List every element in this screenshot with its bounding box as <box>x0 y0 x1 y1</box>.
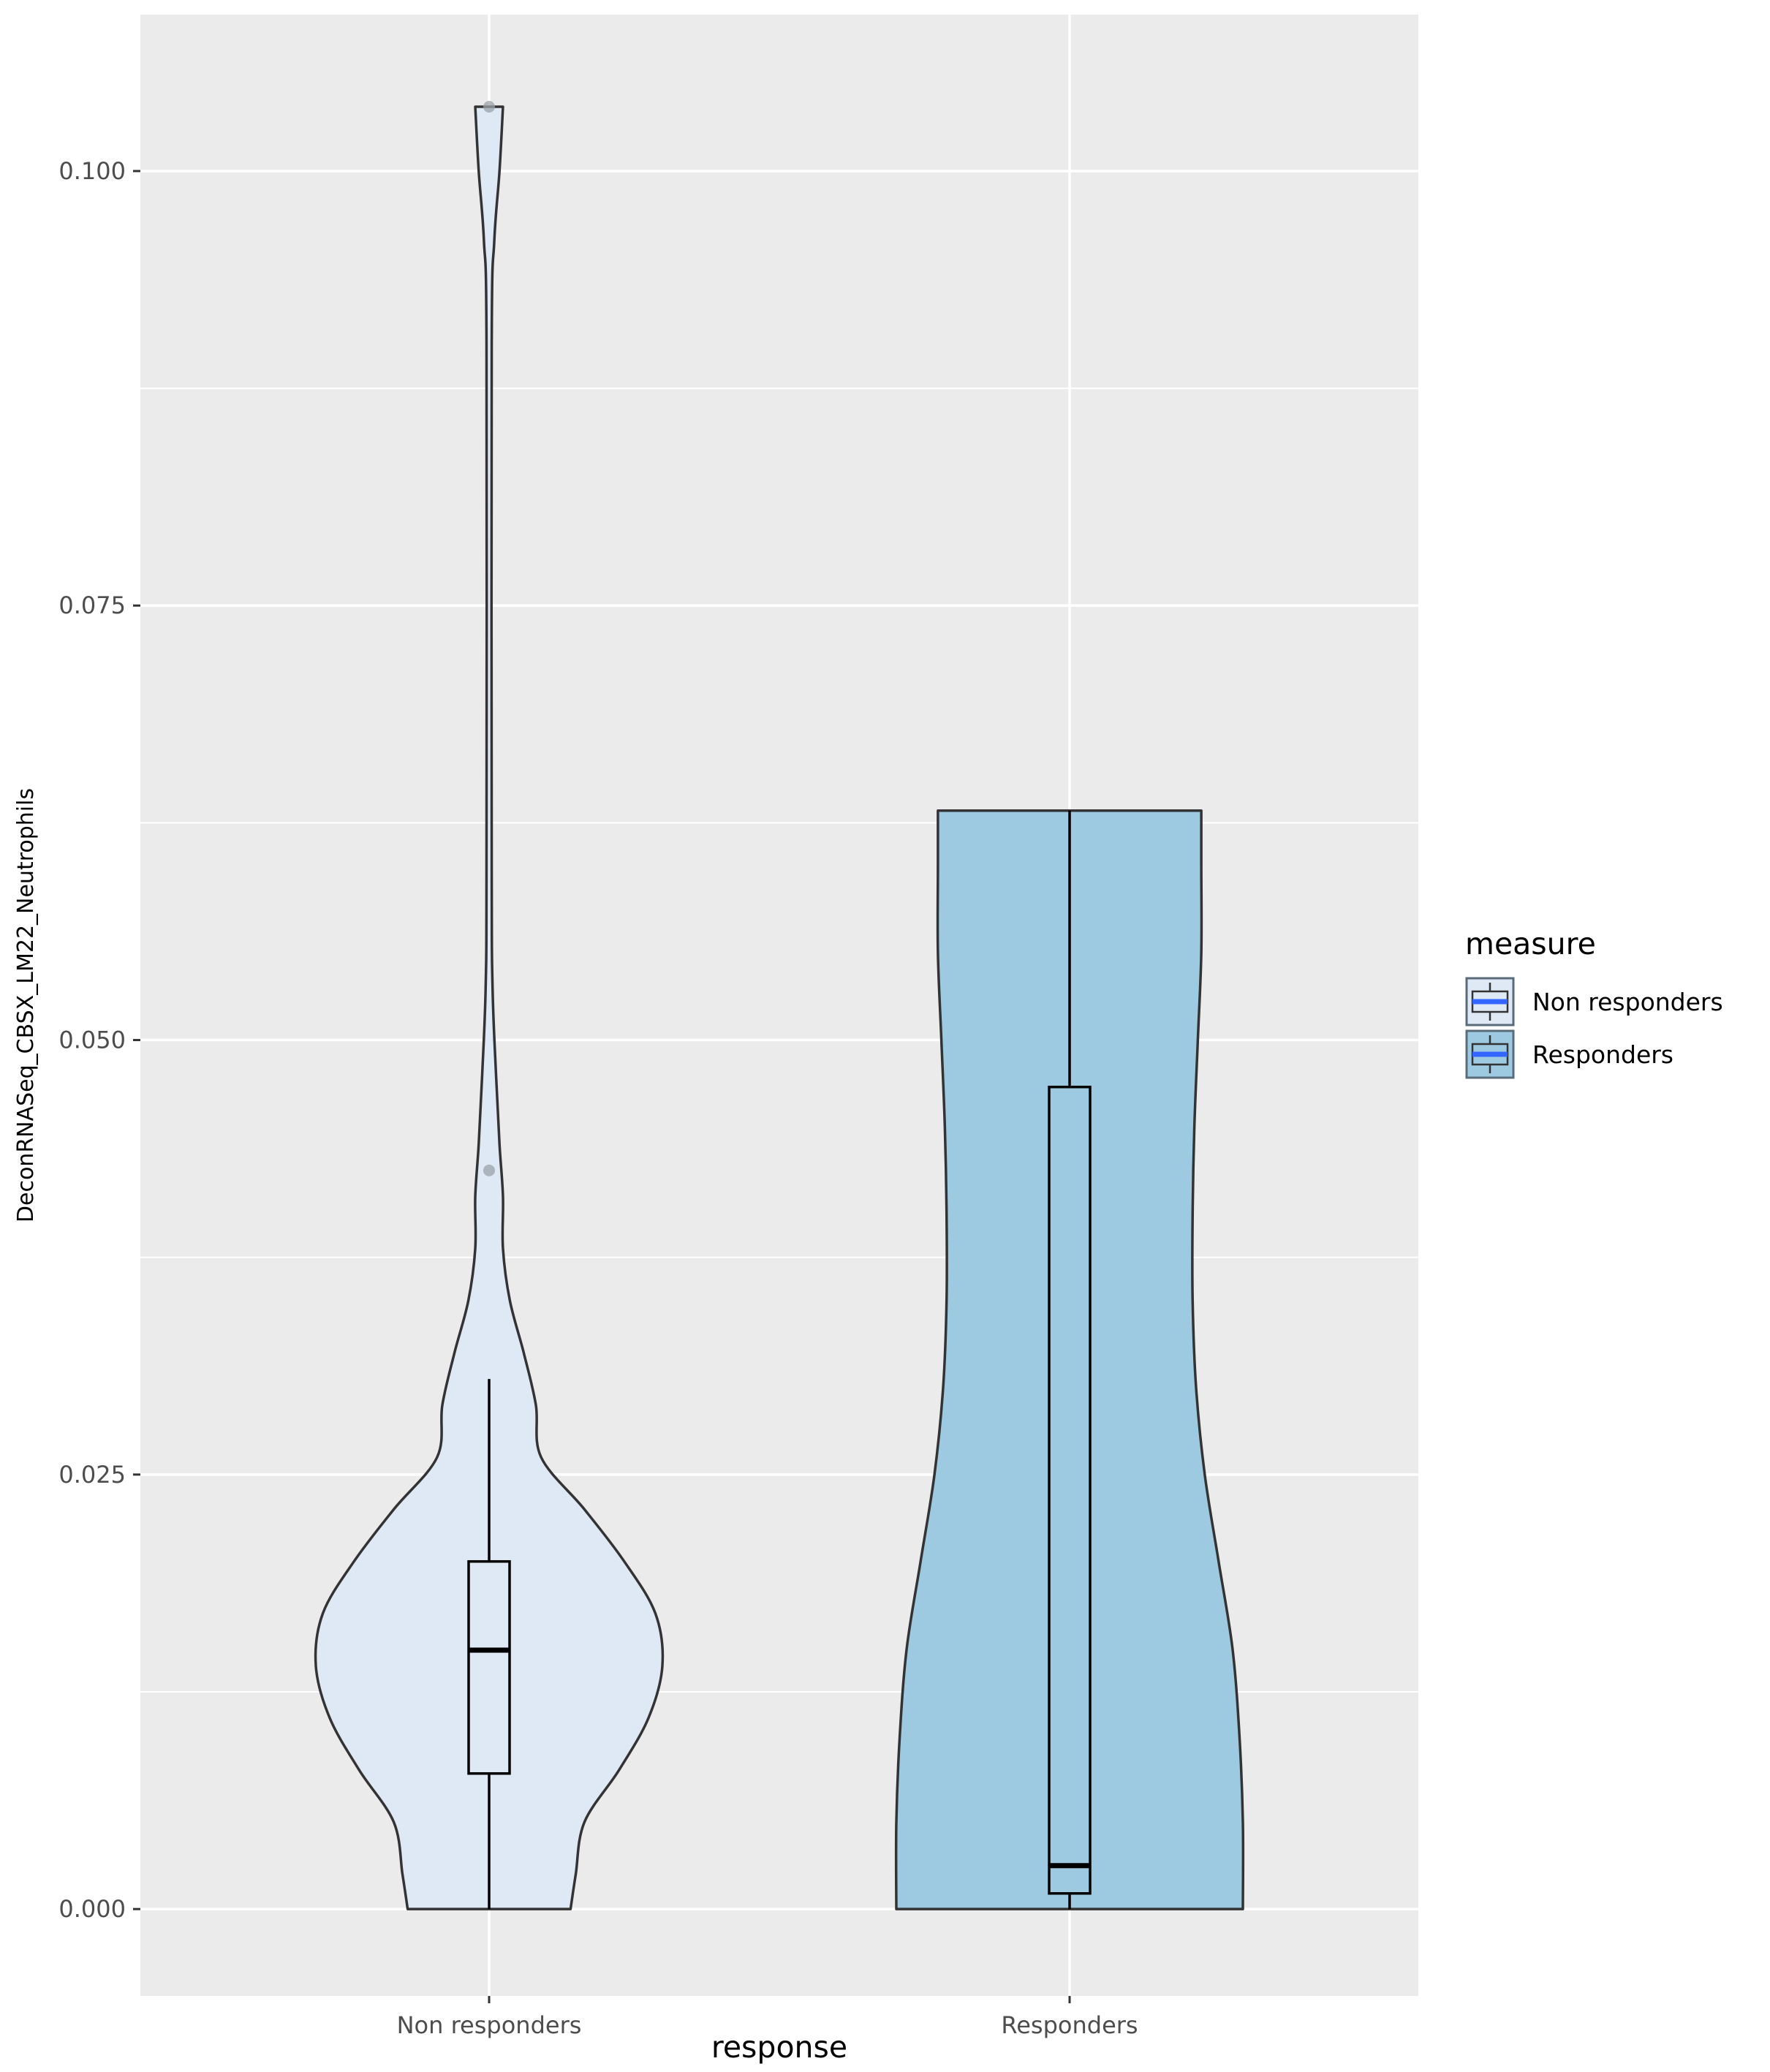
x-axis: Non responders Responders <box>397 1996 1138 2039</box>
legend: measure Non responders Responders <box>1465 926 1723 1079</box>
y-axis: 0.000 0.025 0.050 0.075 0.100 <box>58 157 140 1923</box>
iqr-box <box>1048 1085 1092 1895</box>
boxplot-responders <box>1048 810 1092 1910</box>
x-tick-label: Non responders <box>397 2011 582 2039</box>
iqr-box <box>467 1559 511 1775</box>
y-tick-label: 0.100 <box>58 157 126 185</box>
boxplot-non-responders <box>467 1379 511 1910</box>
legend-label: Responders <box>1532 1040 1673 1069</box>
outlier-point <box>483 100 495 113</box>
legend-item-non-responders: Non responders <box>1465 977 1723 1026</box>
legend-items: Non responders Responders <box>1465 977 1723 1079</box>
x-axis-title: response <box>711 2030 847 2065</box>
outlier-point <box>483 1164 495 1176</box>
x-tick-label: Responders <box>1001 2011 1138 2039</box>
y-tick-label: 0.000 <box>58 1895 126 1923</box>
y-tick-label: 0.025 <box>58 1461 126 1489</box>
y-tick-label: 0.050 <box>58 1026 126 1054</box>
legend-title: measure <box>1465 926 1596 961</box>
y-tick-label: 0.075 <box>58 591 126 619</box>
violin-non-responders <box>314 105 665 1910</box>
boxplots <box>467 810 1092 1910</box>
legend-label: Non responders <box>1532 988 1723 1016</box>
legend-item-responders: Responders <box>1465 1029 1673 1079</box>
outlier-points <box>483 100 495 1176</box>
y-axis-title: DeconRNASeq_CBSX_LM22_Neutrophils <box>13 788 39 1222</box>
